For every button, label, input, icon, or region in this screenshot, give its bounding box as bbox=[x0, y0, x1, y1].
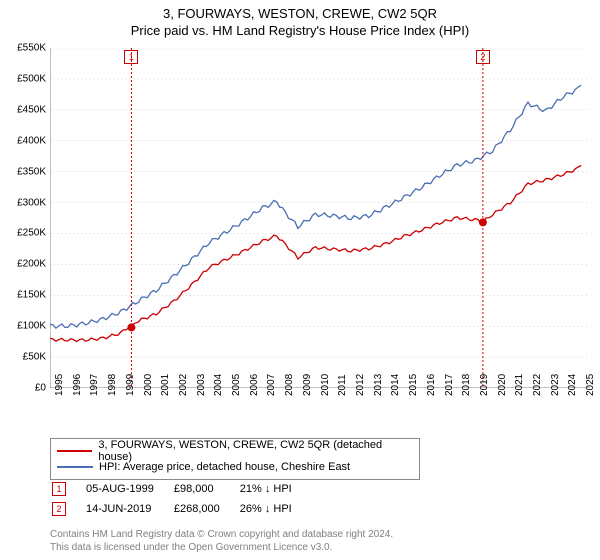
footer-attribution: Contains HM Land Registry data © Crown c… bbox=[50, 528, 393, 554]
title-subtitle: Price paid vs. HM Land Registry's House … bbox=[0, 21, 600, 38]
legend-label: HPI: Average price, detached house, Ches… bbox=[99, 461, 350, 473]
sales-table: 1 05-AUG-1999 £98,000 21% ↓ HPI 2 14-JUN… bbox=[50, 478, 312, 520]
table-row: 1 05-AUG-1999 £98,000 21% ↓ HPI bbox=[52, 480, 310, 498]
chart-plot bbox=[50, 48, 590, 388]
legend-label: 3, FOURWAYS, WESTON, CREWE, CW2 5QR (det… bbox=[98, 439, 413, 463]
title-address: 3, FOURWAYS, WESTON, CREWE, CW2 5QR bbox=[0, 0, 600, 21]
legend-box: 3, FOURWAYS, WESTON, CREWE, CW2 5QR (det… bbox=[50, 438, 420, 480]
table-row: 2 14-JUN-2019 £268,000 26% ↓ HPI bbox=[52, 500, 310, 518]
legend-item: 3, FOURWAYS, WESTON, CREWE, CW2 5QR (det… bbox=[57, 443, 413, 459]
